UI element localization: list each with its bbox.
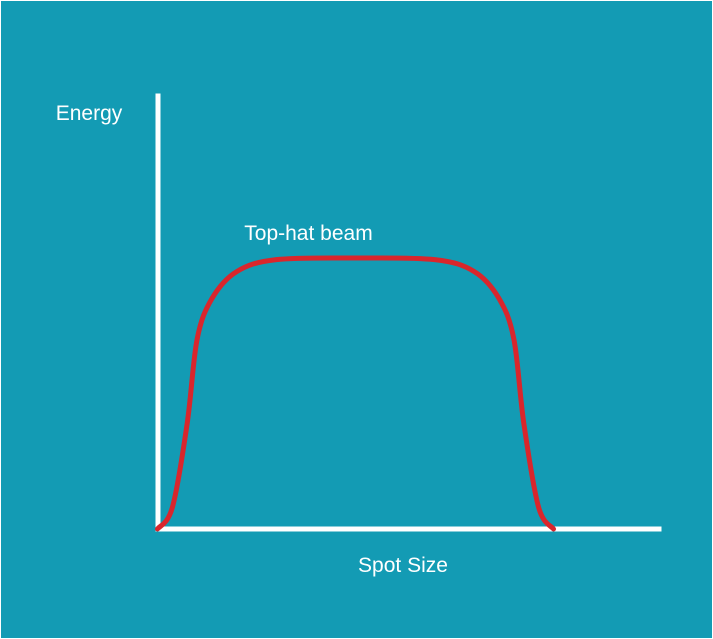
x-axis-label: Spot Size <box>358 554 448 577</box>
curve-annotation: Top-hat beam <box>244 222 372 245</box>
y-axis-label: Energy <box>56 102 123 125</box>
top-hat-beam-line <box>155 255 556 532</box>
